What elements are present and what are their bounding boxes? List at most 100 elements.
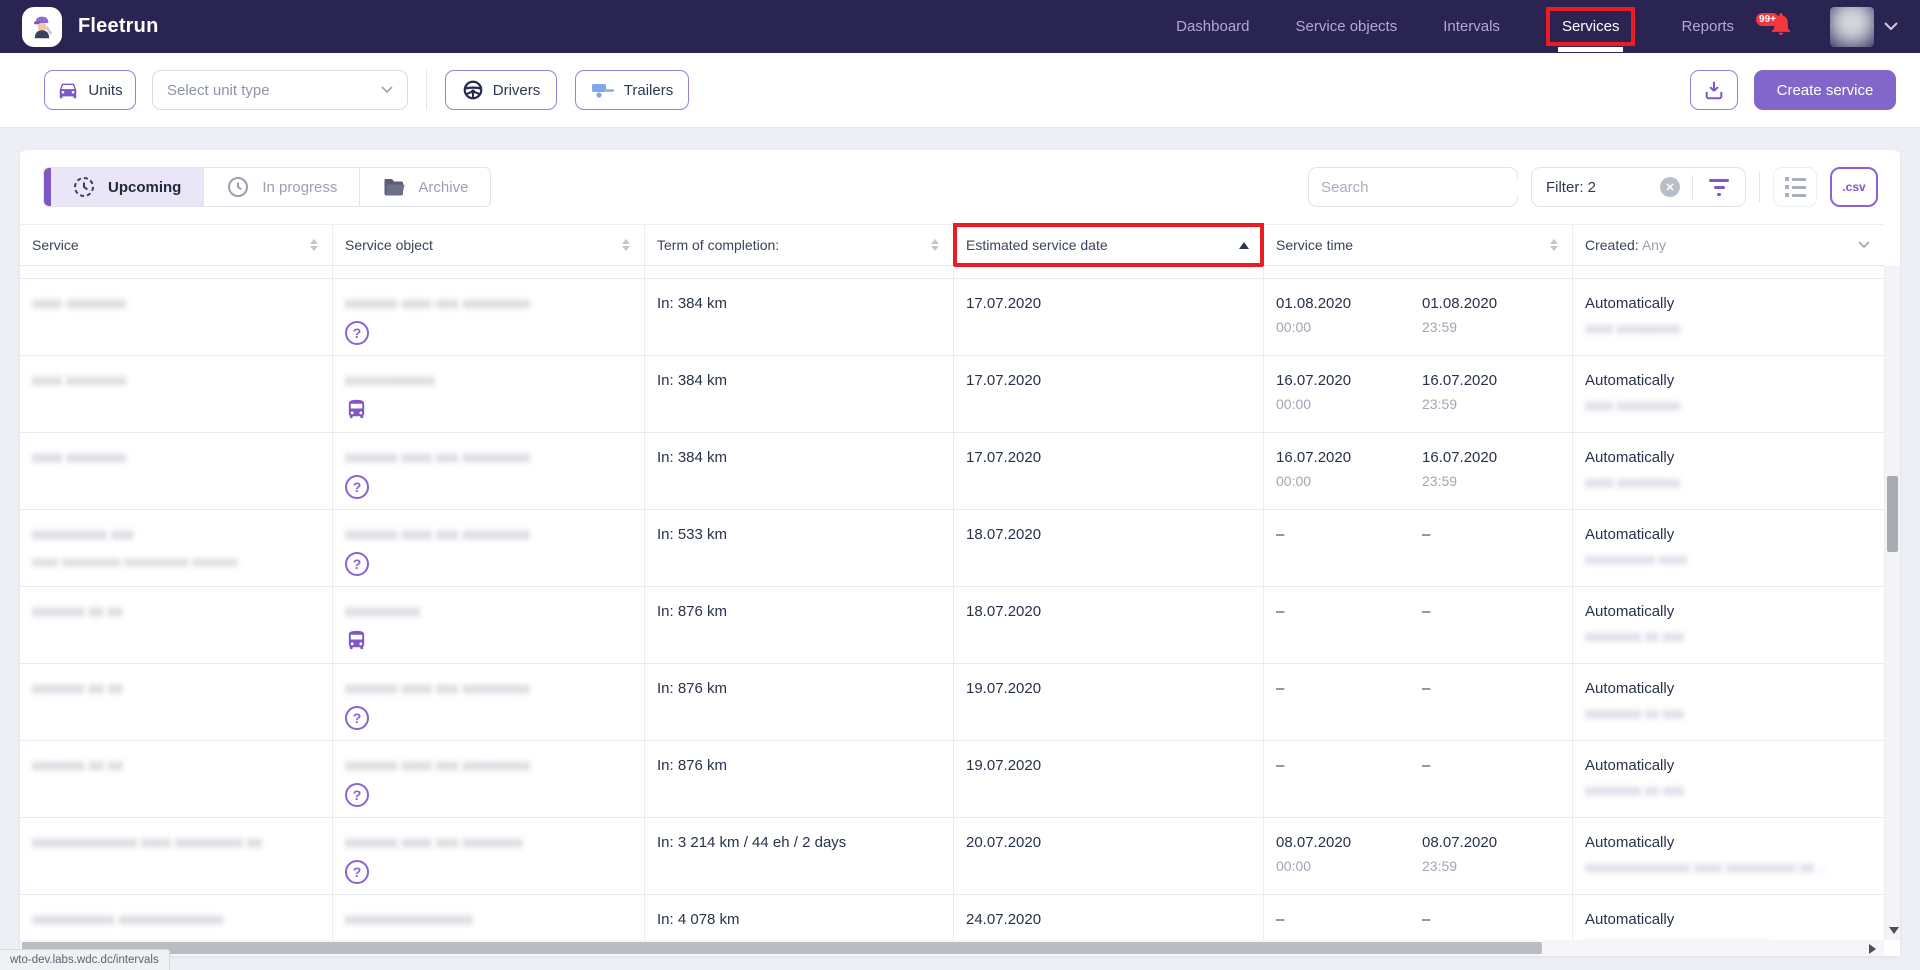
column-header-term-of-completion[interactable]: Term of completion: xyxy=(644,225,953,265)
table-row[interactable]: xxxx xxxxxxxx xxxxxxx xxxx xxx xxxxxxxxx… xyxy=(20,433,1884,510)
estimated-service-date-value: 19.07.2020 xyxy=(953,664,1263,740)
term-of-completion-value: In: 876 km xyxy=(644,664,953,740)
fleetrun-logo xyxy=(22,6,62,47)
service-time-from-time: 00:00 xyxy=(1276,858,1312,874)
created-cell: Automatically xxxxxxxx xx xxx xyxy=(1572,587,1884,663)
list-view-button[interactable] xyxy=(1773,167,1817,207)
question-icon[interactable]: ? xyxy=(345,552,369,576)
created-mode: Automatically xyxy=(1585,603,1675,620)
service-name-redacted: xxxxxxxxxx xxx xyxy=(32,526,134,543)
service-object-redacted: xxxxxxx xxxx xxx xxxxxxxxx xyxy=(345,449,531,466)
trailers-label: Trailers xyxy=(623,81,674,99)
service-object-cell: xxxxxxx xxxx xxx xxxxxxxxx ? xyxy=(332,433,644,509)
table-row[interactable]: xxxxxxx xx xx xxxxxxxxxx In: 876 km 18.0… xyxy=(20,587,1884,664)
user-menu[interactable] xyxy=(1830,6,1898,47)
column-header-service-time[interactable]: Service time xyxy=(1263,225,1572,265)
scroll-down-arrow-icon[interactable] xyxy=(1889,927,1899,934)
table-row[interactable]: xxxxxxxxxxx xxxxxxxxxxxxxx xxxxxxxxxxxxx… xyxy=(20,895,1884,940)
created-cell: Automatically xxxxxxxx xx xxx xyxy=(1572,664,1884,740)
notifications-bell[interactable]: 99+ xyxy=(1756,11,1794,42)
created-by-redacted: xxxxxxxx xx xxx xyxy=(1585,782,1684,798)
nav-item-dashboard[interactable]: Dashboard xyxy=(1176,18,1250,35)
estimated-service-date-value: 18.07.2020 xyxy=(953,587,1263,663)
created-by-redacted: xxxxxxxxxx xxxx xyxy=(1585,551,1687,567)
filter-icon[interactable] xyxy=(1705,175,1733,200)
list-icon xyxy=(1784,177,1806,197)
question-icon[interactable]: ? xyxy=(345,706,369,730)
service-time-from-time: 00:00 xyxy=(1276,396,1312,412)
table-row[interactable]: xxxxxxx xx xx xxxxxxx xxxx xxx xxxxxxxxx… xyxy=(20,741,1884,818)
mechanic-icon xyxy=(34,16,52,38)
created-cell: Automatically xxxxxxxxxxxxxxx xxxx xxxxx… xyxy=(1572,818,1884,894)
search-box[interactable] xyxy=(1307,167,1520,207)
table-row[interactable]: xxxxxxxxxx xxx xxxx xxxxxxxxx xxxxxxxxxx… xyxy=(20,510,1884,587)
tab-archive[interactable]: Archive xyxy=(359,168,490,206)
sort-icon xyxy=(310,239,318,251)
scrollbar-corner xyxy=(1884,940,1900,956)
drivers-label: Drivers xyxy=(492,81,541,99)
main-nav: Dashboard Service objects Intervals Serv… xyxy=(1176,7,1734,52)
unit-type-select[interactable]: Select unit type xyxy=(152,70,408,110)
unit-type-placeholder: Select unit type xyxy=(167,81,270,99)
tab-upcoming[interactable]: Upcoming xyxy=(44,168,204,206)
tab-in-progress-label: In progress xyxy=(262,178,338,196)
estimated-service-date-value: 19.07.2020 xyxy=(953,741,1263,817)
horizontal-scrollbar[interactable] xyxy=(20,940,1884,956)
estimated-service-date-value: 20.07.2020 xyxy=(953,818,1263,894)
tab-in-progress[interactable]: In progress xyxy=(203,168,359,206)
question-icon[interactable]: ? xyxy=(345,475,369,499)
question-icon[interactable]: ? xyxy=(345,783,369,807)
service-object-redacted: xxxxxxxxxx xyxy=(345,603,420,620)
tab-upcoming-label: Upcoming xyxy=(108,178,182,196)
question-icon[interactable]: ? xyxy=(345,860,369,884)
table-row[interactable]: xxxx xxxxxxxx xxxxxxxxxxxx In: 384 km 17… xyxy=(20,356,1884,433)
table-row[interactable]: xxxxxxx xx xx xxxxxxx xxxx xxx xxxxxxxxx… xyxy=(20,664,1884,741)
horizontal-scrollbar-thumb[interactable] xyxy=(22,942,1542,954)
column-header-estimated-service-date[interactable]: Estimated service date xyxy=(953,223,1264,267)
nav-item-service-objects[interactable]: Service objects xyxy=(1295,18,1398,35)
clear-filter-icon[interactable]: ✕ xyxy=(1660,177,1680,197)
units-button[interactable]: Units xyxy=(44,70,136,110)
column-header-created[interactable]: Created: Any xyxy=(1572,225,1884,265)
search-input[interactable] xyxy=(1320,178,1520,196)
service-name-redacted: xxxxxxx xx xx xyxy=(32,603,123,620)
service-time-to-time: 23:59 xyxy=(1422,473,1458,489)
service-object-cell: xxxxxxxxxx xyxy=(332,587,644,663)
created-by-redacted: xxxx xxxxxxxxx xyxy=(1585,320,1680,336)
trailers-button[interactable]: Trailers xyxy=(575,70,689,110)
drivers-button[interactable]: Drivers xyxy=(445,70,557,110)
export-csv-button[interactable]: .csv xyxy=(1830,167,1878,207)
service-time-to-date: 16.07.2020 xyxy=(1422,449,1498,466)
create-service-button[interactable]: Create service xyxy=(1754,70,1896,110)
filter-box[interactable]: Filter: 2 ✕ xyxy=(1530,167,1746,207)
question-icon[interactable]: ? xyxy=(345,321,369,345)
table-row[interactable]: xxxx xxxxxxxx xxxxxxx xxxx xxx xxxxxxxxx… xyxy=(20,279,1884,356)
service-time-to-date: – xyxy=(1422,603,1431,620)
created-cell: Automatically xxxx xxxxxxxxx xyxy=(1572,356,1884,432)
scroll-right-arrow-icon[interactable] xyxy=(1869,944,1876,954)
column-header-service-object[interactable]: Service object xyxy=(332,225,644,265)
export-button[interactable] xyxy=(1690,70,1738,110)
service-object-redacted: xxxxxxxxxxxx xyxy=(345,372,435,389)
vertical-scrollbar-thumb[interactable] xyxy=(1887,476,1898,552)
service-object-cell: xxxxxxxxxxxxxxxxx xyxy=(332,895,644,940)
vertical-scrollbar[interactable] xyxy=(1884,266,1900,940)
term-of-completion-value: In: 384 km xyxy=(644,279,953,355)
service-object-redacted: xxxxxxx xxxx xxx xxxxxxxxx xyxy=(345,295,531,312)
service-object-redacted: xxxxxxx xxxx xxx xxxxxxxxx xyxy=(345,526,531,543)
service-cell: xxxxxxx xx xx xyxy=(20,741,332,817)
nav-item-reports[interactable]: Reports xyxy=(1681,18,1734,35)
service-time-from-date: 16.07.2020 xyxy=(1276,449,1352,466)
column-header-service[interactable]: Service xyxy=(20,225,332,265)
estimated-service-date-value: 17.07.2020 xyxy=(953,279,1263,355)
service-time-cell: 08.07.2020 00:00 08.07.2020 23:59 xyxy=(1263,818,1572,894)
nav-item-services annotation-box[interactable]: Services xyxy=(1545,7,1636,52)
chevron-down-icon xyxy=(1884,22,1898,31)
sort-icon xyxy=(622,239,630,251)
nav-item-intervals[interactable]: Intervals xyxy=(1443,18,1500,35)
service-time-cell: 16.07.2020 00:00 16.07.2020 23:59 xyxy=(1263,433,1572,509)
service-time-from-date: 01.08.2020 xyxy=(1276,295,1352,312)
car-icon xyxy=(60,83,77,99)
table-row[interactable]: xxxxxxxxxxxxxx xxxx xxxxxxxxx xx xxxxxxx… xyxy=(20,818,1884,895)
created-mode: Automatically xyxy=(1585,757,1675,774)
